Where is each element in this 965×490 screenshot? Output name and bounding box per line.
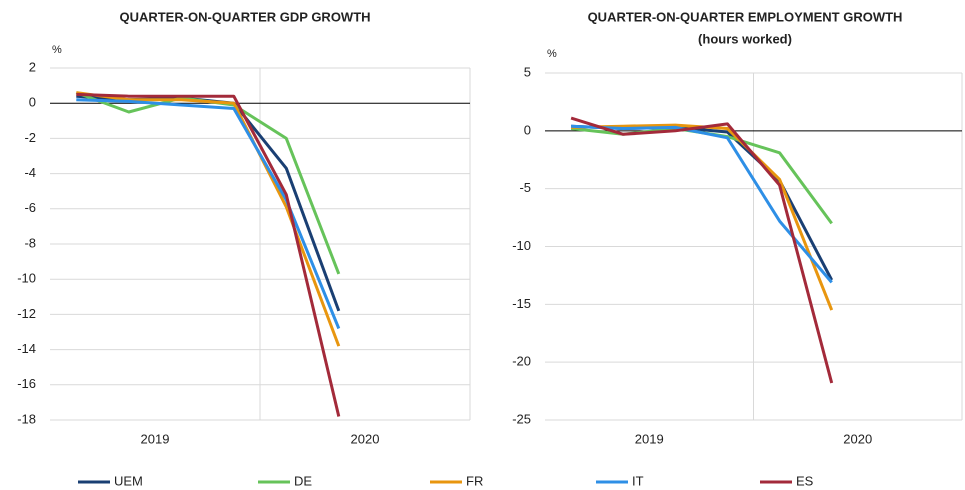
y-tick-label: -18 <box>17 411 36 426</box>
y-tick-label: -6 <box>24 200 36 215</box>
y-tick-label: -10 <box>17 271 36 286</box>
y-tick-label: 5 <box>524 64 531 79</box>
y-tick-label: 2 <box>29 59 36 74</box>
legend-label: ES <box>796 473 814 488</box>
y-tick-label: -2 <box>24 130 36 145</box>
y-tick-label: 0 <box>524 122 531 137</box>
unit-label: % <box>547 48 557 60</box>
series-line <box>76 91 341 347</box>
y-tick-label: -10 <box>512 238 531 253</box>
series-line <box>76 92 341 417</box>
y-tick-label: -12 <box>17 306 36 321</box>
x-group-label: 2020 <box>351 431 380 446</box>
legend-label: FR <box>466 473 483 488</box>
series-line <box>570 116 834 384</box>
chart-title: QUARTER-ON-QUARTER GDP GROWTH <box>119 9 370 24</box>
series-line <box>76 94 341 312</box>
series-line <box>571 124 834 281</box>
legend-label: DE <box>294 473 312 488</box>
y-tick-label: -15 <box>512 296 531 311</box>
unit-label: % <box>52 44 62 56</box>
series-line <box>571 124 833 284</box>
series-line <box>571 123 834 311</box>
y-tick-label: -8 <box>24 235 36 250</box>
legend-label: UEM <box>114 473 143 488</box>
y-tick-label: -25 <box>512 411 531 426</box>
y-tick-label: 0 <box>29 95 36 110</box>
x-group-label: 2019 <box>635 431 664 446</box>
y-tick-label: -20 <box>512 354 531 369</box>
x-group-label: 2020 <box>843 431 872 446</box>
y-tick-label: -4 <box>24 165 36 180</box>
y-tick-label: -5 <box>519 180 531 195</box>
chart-title: QUARTER-ON-QUARTER EMPLOYMENT GROWTH <box>588 9 903 24</box>
x-group-label: 2019 <box>141 431 170 446</box>
legend-label: IT <box>632 473 644 488</box>
series-line <box>76 98 341 330</box>
y-tick-label: -14 <box>17 341 36 356</box>
y-tick-label: -16 <box>17 376 36 391</box>
chart-subtitle: (hours worked) <box>698 31 792 46</box>
